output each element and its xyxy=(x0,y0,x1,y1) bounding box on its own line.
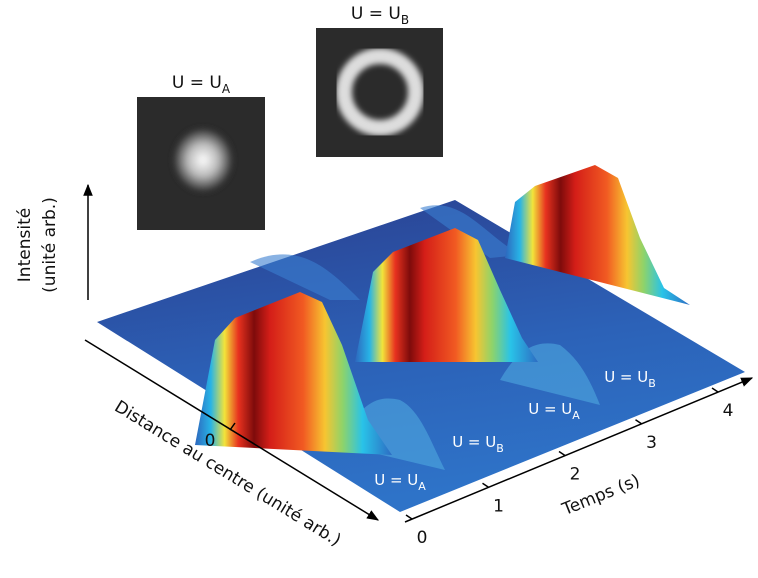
label-sub: B xyxy=(496,442,504,455)
surface-label: U = UB xyxy=(452,433,504,455)
tick-label: 4 xyxy=(723,401,734,421)
inset-a: U = UA xyxy=(137,73,265,230)
surface-label: U = UA xyxy=(374,471,426,493)
tick-mark xyxy=(558,450,566,457)
tick-mark xyxy=(229,422,236,431)
tick-label: 0 xyxy=(417,528,428,548)
ticks: 0 1 2 3 4 0 xyxy=(205,387,734,548)
tick-label: 3 xyxy=(646,433,657,453)
tick-mark xyxy=(711,387,719,393)
tick-label: 0 xyxy=(205,431,216,451)
label-sub: A xyxy=(572,409,580,422)
time-axis xyxy=(404,377,754,523)
label-sub: B xyxy=(648,377,656,390)
axis-label: Intensité xyxy=(15,208,35,282)
inset-label: U = UA xyxy=(172,73,231,96)
axis-label: (unité arb.) xyxy=(40,197,60,293)
surface-label: U = UA xyxy=(528,400,580,422)
surface-label: U = UB xyxy=(604,368,656,390)
label-text: U = U xyxy=(374,471,418,489)
distance-axis xyxy=(84,339,380,521)
surface xyxy=(97,165,745,512)
label-text: U = U xyxy=(452,433,496,451)
tick-mark xyxy=(482,482,489,488)
label-text: U = U xyxy=(604,368,648,386)
inset-b: U = UB xyxy=(316,4,443,157)
surface-labels: U = UAU = UBU = UAU = UB xyxy=(374,368,656,493)
tick-mark xyxy=(405,514,413,520)
tick-label: 1 xyxy=(493,496,504,516)
tick-label: 2 xyxy=(570,465,581,485)
label-sub: A xyxy=(418,480,426,493)
tick-mark xyxy=(635,419,642,425)
inset-label: U = UB xyxy=(351,4,409,27)
label-text: U = U xyxy=(528,400,572,418)
